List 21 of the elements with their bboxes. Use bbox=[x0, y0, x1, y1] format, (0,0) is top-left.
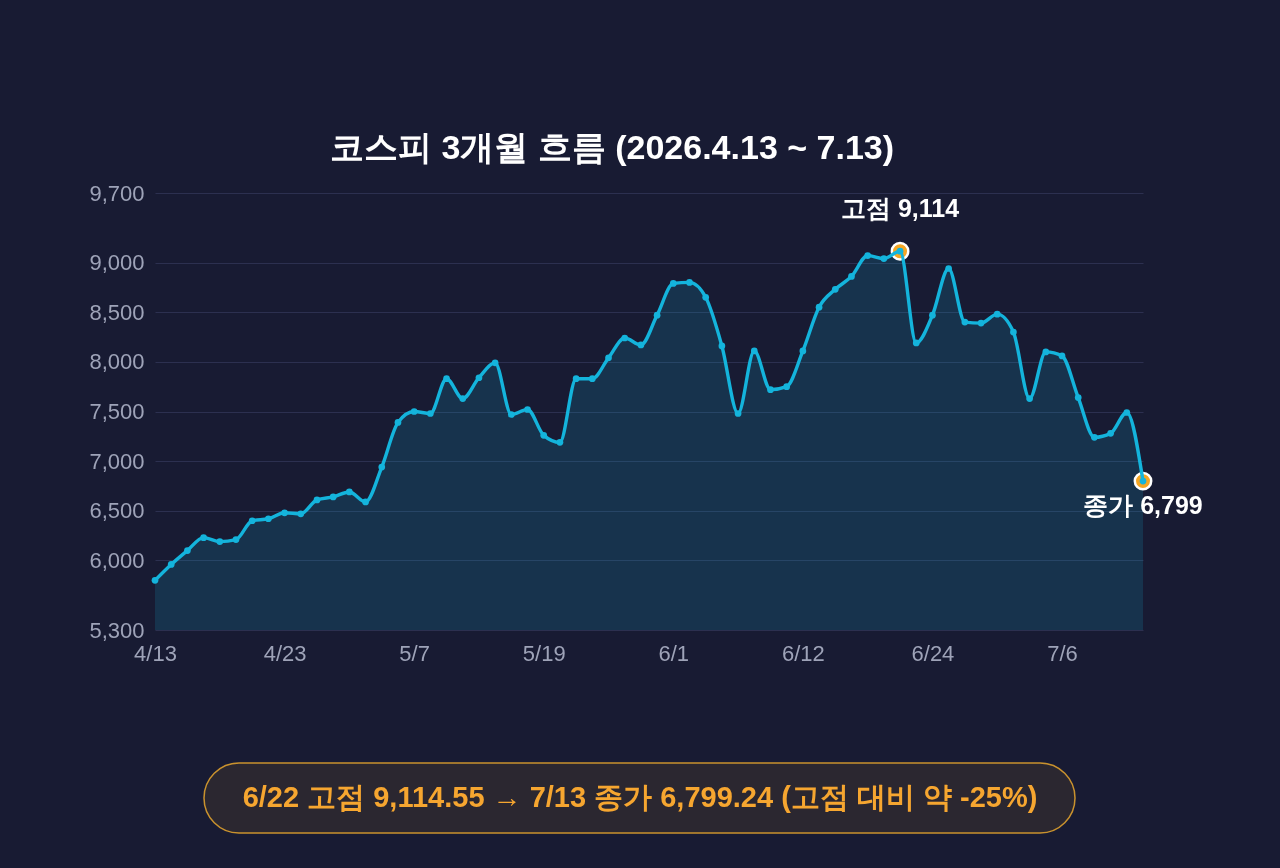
y-tick-label: 6,000 bbox=[89, 547, 145, 573]
x-tick-label: 5/7 bbox=[399, 640, 430, 666]
y-tick-label: 5,300 bbox=[89, 617, 145, 643]
y-tick-label: 6,500 bbox=[89, 498, 145, 524]
x-tick-label: 4/23 bbox=[263, 640, 307, 666]
x-tick-label: 6/12 bbox=[781, 640, 825, 666]
data-label: 고점 9,114 bbox=[840, 194, 960, 223]
y-tick-label: 9,000 bbox=[89, 250, 145, 276]
x-tick-label: 6/24 bbox=[911, 640, 955, 666]
y-tick-label: 7,500 bbox=[89, 399, 145, 424]
x-tick-label: 6/1 bbox=[658, 640, 690, 666]
x-tick-label: 7/6 bbox=[1047, 640, 1078, 666]
chart-title: 코스피 3개월 흐름 (2026.4.13 ~ 7.13) bbox=[329, 128, 895, 166]
text: 6/22 고점 9,114.55 → 7/13 종가 6,799.24 (고점 대비 약 -25%) bbox=[242, 781, 1038, 813]
data-label: 종가 6,799 bbox=[1083, 491, 1203, 520]
y-tick-label: 8,500 bbox=[89, 299, 145, 325]
y-tick-label: 9,700 bbox=[89, 180, 145, 206]
y-tick-label: 8,000 bbox=[89, 349, 145, 375]
y-tick-label: 7,000 bbox=[89, 448, 145, 474]
x-tick-label: 5/19 bbox=[522, 640, 566, 666]
x-tick-label: 4/13 bbox=[134, 640, 177, 666]
